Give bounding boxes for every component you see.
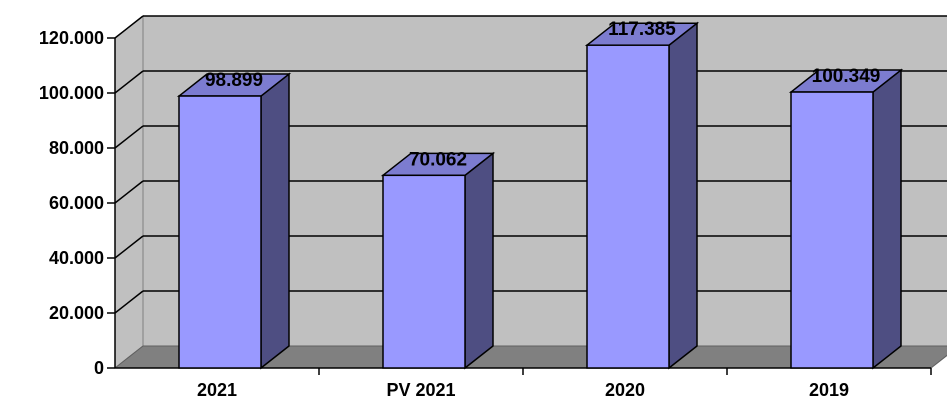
gridline-depth [114, 70, 144, 94]
gridline-depth [114, 15, 144, 39]
bar-2 [380, 151, 496, 370]
y-tick-label: 60.000 [49, 193, 104, 213]
data-label: 100.349 [812, 66, 881, 87]
x-tick-label: PV 2021 [386, 380, 455, 400]
gridline-depth [114, 235, 144, 259]
bar-front [178, 95, 262, 369]
bar-side [260, 72, 290, 370]
bars [176, 21, 904, 370]
gridline-depth [114, 125, 144, 149]
x-tick-label: 2020 [605, 380, 645, 400]
y-tick-label: 80.000 [49, 138, 104, 158]
bar-side [668, 21, 698, 370]
bar-4 [788, 68, 904, 370]
bar-side [872, 68, 902, 370]
data-label: 98.899 [205, 70, 263, 91]
y-tick-label: 20.000 [49, 303, 104, 323]
bar-front [586, 44, 670, 369]
bar-front [790, 91, 874, 369]
gridline-depth [114, 290, 144, 314]
tick-labels: 0 20.000 40.000 60.000 80.000 100.000 120.000 2… [39, 28, 849, 400]
y-tick-label: 0 [94, 358, 104, 378]
x-tick-label: 2019 [809, 380, 849, 400]
data-labels: 98.899 70.062 117.385 100.349 [205, 19, 880, 170]
y-tick-label: 100.000 [39, 83, 104, 103]
bar-side [464, 151, 494, 370]
y-tick-label: 120.000 [39, 28, 104, 48]
x-tick-label: 2021 [197, 380, 237, 400]
y-tick-label: 40.000 [49, 248, 104, 268]
bar-front [382, 174, 466, 369]
bar-1 [176, 72, 292, 370]
bar-3 [584, 21, 700, 370]
gridline-depth [114, 180, 144, 204]
data-label: 70.062 [409, 149, 467, 170]
data-label: 117.385 [608, 19, 676, 40]
